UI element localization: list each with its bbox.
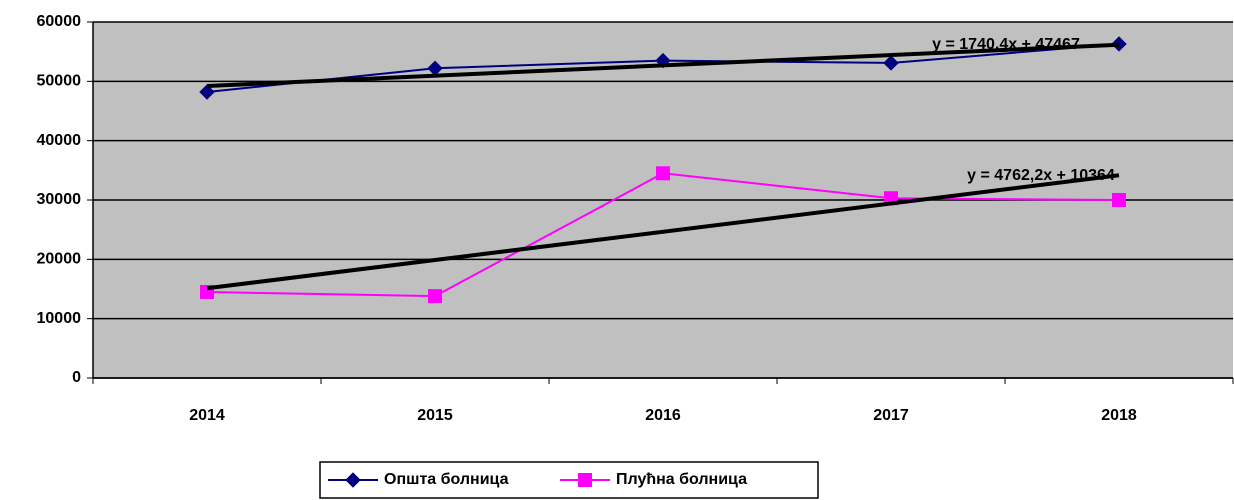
x-tick-label: 2017 bbox=[873, 407, 909, 424]
y-tick-label: 20000 bbox=[37, 251, 82, 268]
x-tick-label: 2015 bbox=[417, 407, 453, 424]
trendline bbox=[206, 42, 1120, 89]
y-tick-label: 30000 bbox=[37, 191, 82, 208]
y-tick-label: 50000 bbox=[37, 73, 82, 90]
trendline-label: y = 4762,2x + 10364 bbox=[967, 167, 1115, 184]
marker bbox=[1111, 36, 1127, 52]
x-tick-label: 2016 bbox=[645, 407, 681, 424]
legend-label: Општа болница bbox=[384, 471, 509, 488]
marker bbox=[345, 472, 361, 488]
x-tick-label: 2018 bbox=[1101, 407, 1137, 424]
marker bbox=[199, 84, 215, 100]
x-tick-label: 2014 bbox=[189, 407, 225, 424]
marker bbox=[655, 52, 671, 69]
y-tick-label: 60000 bbox=[37, 13, 82, 30]
y-tick-label: 40000 bbox=[37, 132, 82, 149]
trendline-label: y = 1740,4x + 47467 bbox=[932, 36, 1080, 53]
trendline bbox=[206, 173, 1120, 291]
marker bbox=[656, 166, 670, 181]
y-tick-label: 10000 bbox=[37, 310, 82, 327]
y-tick-label: 0 bbox=[72, 369, 81, 386]
marker bbox=[1112, 193, 1126, 207]
marker bbox=[578, 473, 592, 487]
marker bbox=[428, 289, 442, 304]
legend-label: Плућна болница bbox=[616, 471, 747, 488]
marker bbox=[883, 55, 899, 71]
